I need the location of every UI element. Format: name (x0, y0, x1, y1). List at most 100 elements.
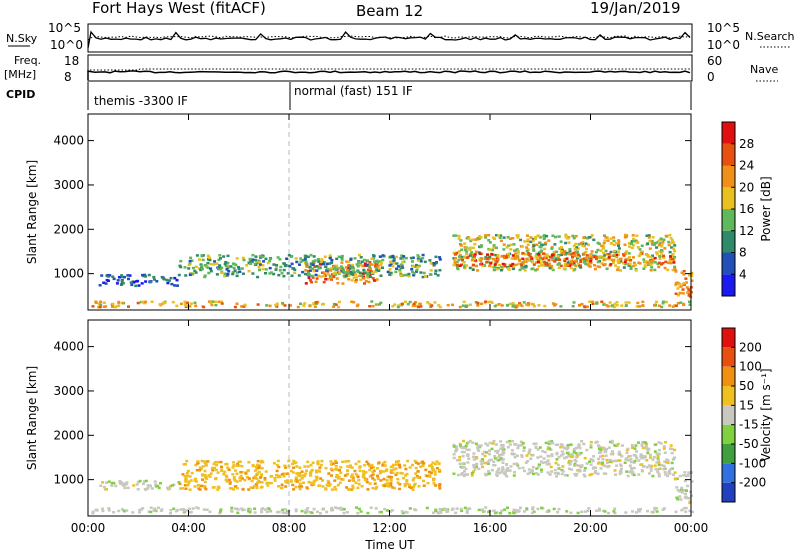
echo-cell (529, 240, 533, 244)
echo-cell (345, 486, 349, 489)
echo-cell (662, 256, 666, 259)
echo-cell (416, 476, 420, 479)
echo-cell (368, 464, 372, 468)
echo-cell (309, 481, 313, 485)
echo-cell (505, 463, 508, 466)
colorbar-tick-label: 20 (739, 180, 754, 194)
echo-cell (251, 463, 255, 467)
echo-cell (378, 471, 382, 475)
echo-cell (628, 242, 632, 245)
echo-cell (383, 460, 387, 464)
echo-cell (122, 509, 126, 513)
echo-cell (522, 449, 526, 452)
echo-cell (309, 253, 313, 257)
echo-cell (573, 254, 577, 258)
echo-cell (657, 463, 661, 467)
echo-cell (570, 253, 573, 256)
echo-cell (421, 257, 425, 260)
echo-cell (186, 469, 190, 473)
echo-cell (306, 507, 310, 510)
echo-cell (521, 245, 525, 248)
echo-cell (144, 479, 148, 483)
echo-cell (627, 455, 631, 458)
echo-cell (512, 474, 516, 477)
echo-cell (508, 469, 512, 472)
echo-cell (255, 486, 259, 490)
echo-cell (577, 464, 581, 467)
echo-cell (663, 451, 667, 454)
echo-cell (653, 304, 656, 307)
echo-cell (503, 471, 507, 474)
echo-cell (617, 452, 621, 456)
echo-cell (462, 300, 466, 304)
echo-cell (580, 464, 584, 467)
echo-cell (690, 510, 694, 514)
x-tick-label: 00:00 (71, 521, 106, 535)
echo-cell (107, 509, 111, 512)
echo-cell (467, 448, 471, 451)
echo-cell (458, 444, 462, 447)
echo-cell (676, 302, 680, 305)
echo-cell (537, 304, 541, 307)
echo-cell (631, 472, 635, 476)
echo-cell (370, 300, 374, 303)
echo-cell (636, 241, 640, 244)
echo-cell (499, 511, 503, 515)
echo-cell (577, 470, 581, 473)
echo-cell (339, 265, 343, 268)
echo-cell (195, 469, 199, 472)
echo-cell (111, 305, 114, 308)
echo-cell (671, 305, 675, 308)
echo-cell (150, 300, 154, 303)
echo-cell (623, 260, 627, 264)
echo-cell (328, 277, 332, 280)
echo-cell (667, 243, 671, 247)
echo-cell (381, 254, 385, 257)
echo-cell (515, 255, 519, 258)
echo-cell (294, 479, 298, 483)
echo-cell (655, 241, 659, 244)
echo-cell (328, 262, 332, 265)
echo-cell (589, 254, 592, 257)
echo-cell (486, 462, 490, 465)
echo-cell (298, 485, 302, 488)
echo-cell (139, 508, 143, 511)
echo-cell (317, 274, 320, 278)
echo-cell (664, 441, 668, 444)
colorbar-bin (722, 482, 735, 502)
echo-cell (688, 303, 692, 306)
echo-cell (570, 468, 573, 471)
echo-cell (138, 508, 142, 512)
echo-cell (120, 508, 124, 511)
echo-cell (565, 257, 569, 260)
echo-cell (323, 274, 327, 278)
echo-cell (289, 304, 292, 307)
echo-cell (648, 239, 652, 243)
echo-cell (369, 267, 372, 270)
echo-cell (626, 447, 630, 451)
echo-cell (575, 246, 579, 249)
echo-cell (438, 487, 442, 490)
echo-cell (494, 449, 497, 453)
echo-cell (398, 487, 402, 491)
echo-cell (514, 509, 518, 512)
echo-cell (433, 473, 437, 476)
echo-cell (200, 484, 204, 488)
echo-cell (629, 458, 633, 461)
echo-cell (243, 303, 247, 307)
echo-cell (631, 234, 635, 237)
echo-cell (617, 240, 621, 244)
echo-cell (559, 305, 563, 308)
echo-cell (455, 459, 459, 462)
echo-cell (495, 473, 499, 476)
echo-cell (319, 275, 323, 278)
echo-cell (334, 488, 338, 491)
echo-cell (462, 474, 466, 478)
echo-cell (245, 476, 249, 479)
echo-cell (242, 508, 246, 511)
echo-cell (683, 471, 687, 474)
echo-cell (306, 255, 310, 259)
colorbar-bin (722, 187, 735, 210)
echo-cell (205, 508, 209, 511)
echo-cell (218, 511, 222, 515)
